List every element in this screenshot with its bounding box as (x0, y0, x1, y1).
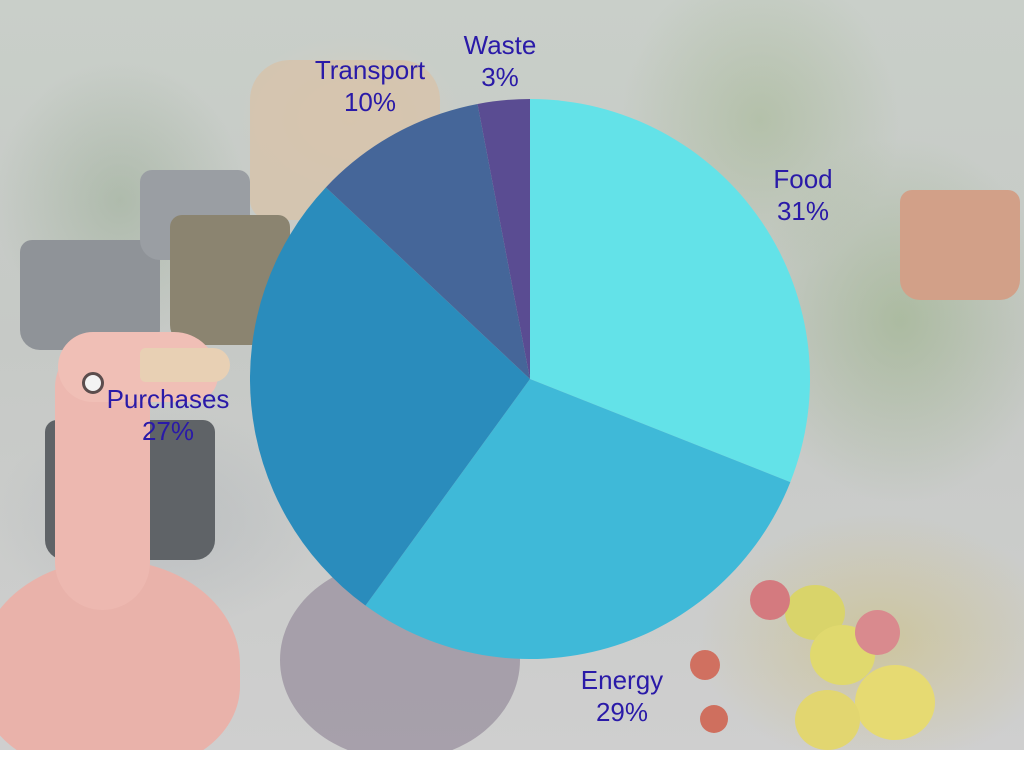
pie-slice-transport (325, 103, 530, 380)
slice-value-purchases: 27% (142, 416, 194, 446)
slice-label-transport: Transport (315, 55, 426, 85)
radish-shape (855, 610, 900, 655)
slice-value-waste: 3% (481, 62, 519, 92)
flamingo-beak-shape (140, 348, 230, 382)
terracotta-pot-shape (900, 190, 1020, 300)
slice-label-food: Food (773, 164, 832, 194)
lemon-shape (795, 690, 860, 750)
pie-slice-energy (365, 379, 791, 659)
slice-value-food: 31% (777, 196, 829, 226)
tomato-shape (690, 650, 720, 680)
chart-canvas: Food 31% Energy 29% Purchases 27% Transport 10%… (0, 0, 1024, 750)
pie-slice-purchases (249, 187, 530, 606)
flamingo-eye-shape (82, 372, 104, 394)
slice-label-energy: Energy (581, 665, 663, 695)
slice-value-energy: 29% (596, 697, 648, 727)
tomato-shape (700, 705, 728, 733)
slice-value-transport: 10% (344, 87, 396, 117)
pie-slice-waste (477, 99, 530, 379)
slice-label-waste: Waste (464, 30, 537, 60)
pie-slice-food (530, 99, 810, 483)
slice-label-purchases: Purchases (107, 384, 230, 414)
radish-shape (750, 580, 790, 620)
lemon-shape (855, 665, 935, 740)
plant-pot-shape (20, 240, 160, 350)
